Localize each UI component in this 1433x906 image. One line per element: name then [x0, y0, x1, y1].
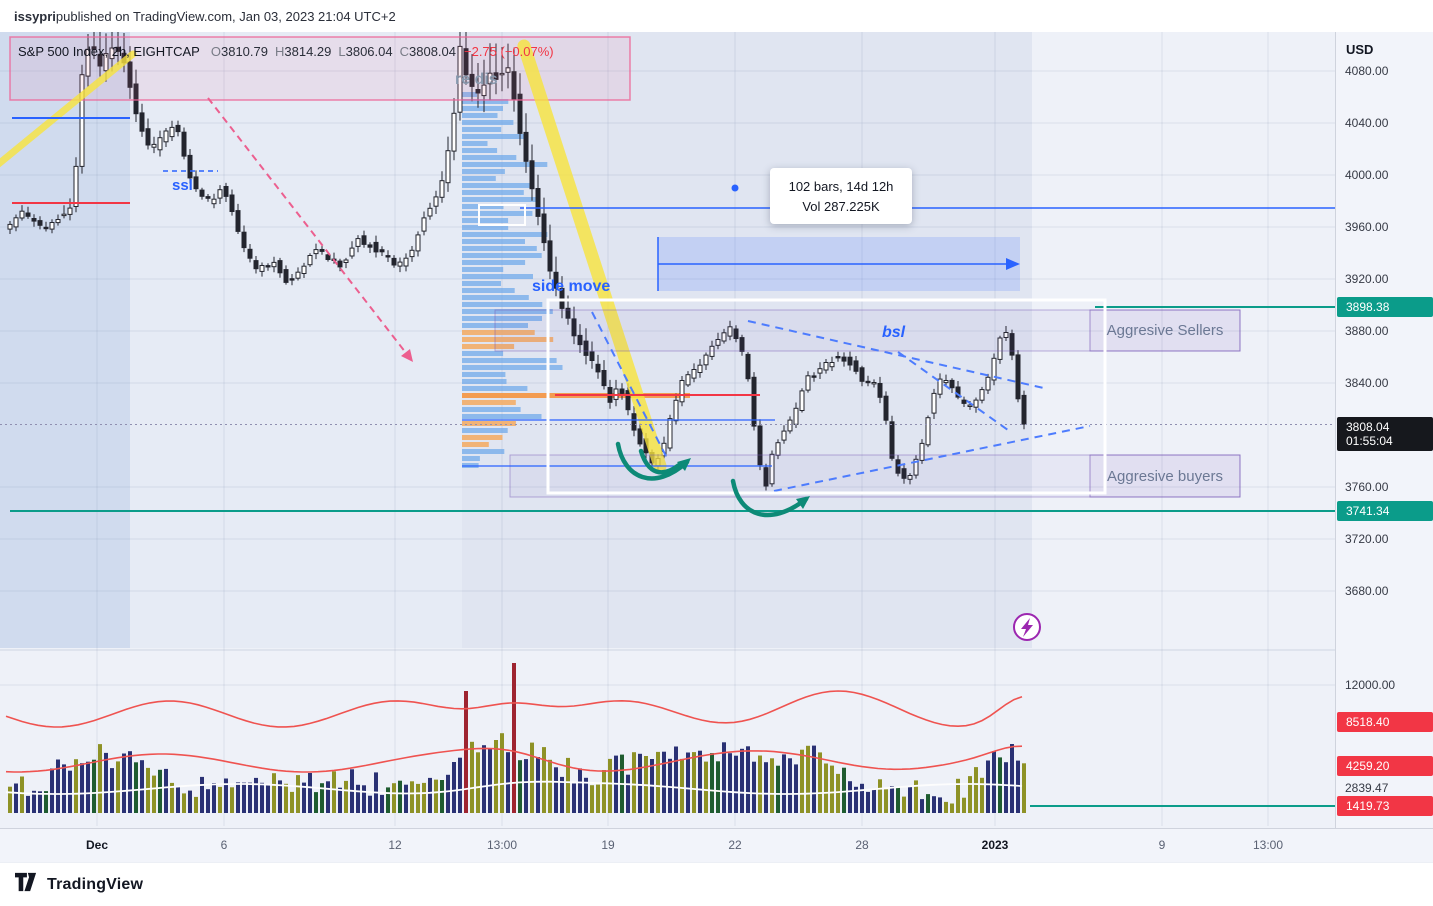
measure-tooltip: 102 bars, 14d 12h Vol 287.225K	[770, 168, 912, 224]
drawing-label-re_dis[interactable]: re dis	[455, 71, 498, 88]
drawing-label-bsl[interactable]: bsl	[882, 324, 906, 341]
price-tick: 3680.00	[1345, 584, 1389, 598]
drawing-label-ssl[interactable]: ssl	[172, 177, 193, 194]
tooltip-line-1: 102 bars, 14d 12h	[788, 178, 894, 194]
time-axis[interactable]: Dec 6 12 13:00 19 22 28 2023 9 13:00	[0, 828, 1433, 862]
drawing-label-side_move[interactable]: side move	[532, 278, 611, 295]
current-price-badge: 3808.04 01:55:04	[1337, 416, 1433, 451]
close-label: C	[399, 44, 409, 59]
low-value: 3806.04	[345, 44, 393, 59]
price-tick: 4040.00	[1345, 116, 1389, 130]
price-level-badge: 8518.40	[1337, 712, 1433, 732]
publisher-name[interactable]: issypri	[14, 8, 56, 24]
background-shade-left	[0, 32, 130, 648]
price-level-badge: 3741.34	[1337, 501, 1433, 522]
time-tick: 9	[1158, 838, 1166, 852]
time-tick: 19	[601, 838, 615, 852]
price-tick: 3880.00	[1345, 324, 1389, 338]
brand-name[interactable]: TradingView	[47, 875, 144, 893]
time-tick: Dec	[85, 838, 109, 852]
high-value: 3814.29	[284, 44, 332, 59]
price-tick: 3920.00	[1345, 272, 1389, 286]
time-tick: 13:00	[1252, 838, 1284, 852]
tooltip-line-2: Vol 287.225K	[802, 198, 880, 214]
footer: TradingView	[0, 862, 1433, 906]
close-value: 3808.04	[409, 44, 456, 59]
tradingview-logo-icon[interactable]	[14, 871, 38, 898]
volume-tick: 12000.00	[1345, 678, 1396, 692]
price-axis[interactable]: USD 4080.00 4040.00 4000.00 3960.00 3920.00 3…	[1335, 32, 1433, 828]
open-value: 3810.79	[220, 44, 268, 59]
time-tick: 12	[388, 838, 402, 852]
background-shade-middle	[130, 32, 462, 648]
price-tick: 3840.00	[1345, 376, 1389, 390]
high-label: H	[274, 44, 285, 59]
attribution-text: published on TradingView.com, Jan 03, 20…	[55, 8, 396, 24]
volume-tick: 2839.47	[1345, 781, 1389, 795]
price-tick: 3720.00	[1345, 532, 1389, 546]
attribution-bar: issypri published on TradingView.com, Ja…	[0, 0, 1433, 32]
price-tick: 3960.00	[1345, 220, 1389, 234]
price-level-badge: 3898.38	[1337, 297, 1433, 318]
price-level-badge: 1419.73	[1337, 796, 1433, 816]
symbol-title[interactable]: S&P 500 Index, 2h, EIGHTCAP	[18, 44, 200, 59]
background-shade-session	[462, 32, 1032, 648]
price-tick: 4000.00	[1345, 168, 1389, 182]
change-value: −2.75 (−0.07%)	[464, 44, 554, 59]
time-tick: 2023	[981, 838, 1009, 852]
low-label: L	[338, 44, 346, 59]
symbol-legend[interactable]: S&P 500 Index, 2h, EIGHTCAP O3810.79 H3814…	[18, 44, 554, 59]
price-tick: 4080.00	[1345, 64, 1389, 78]
aggressive-buyers-label[interactable]: Aggresive buyers	[1107, 467, 1223, 485]
open-label: O	[210, 44, 221, 59]
time-tick: 22	[728, 838, 742, 852]
aggressive-sellers-label[interactable]: Aggresive Sellers	[1106, 322, 1224, 339]
time-tick: 28	[855, 838, 869, 852]
time-tick: 13:00	[486, 838, 518, 852]
price-tick: 3760.00	[1345, 480, 1389, 494]
price-axis-currency[interactable]: USD	[1346, 42, 1374, 57]
price-level-badge: 4259.20	[1337, 756, 1433, 776]
time-tick: 6	[220, 838, 228, 852]
